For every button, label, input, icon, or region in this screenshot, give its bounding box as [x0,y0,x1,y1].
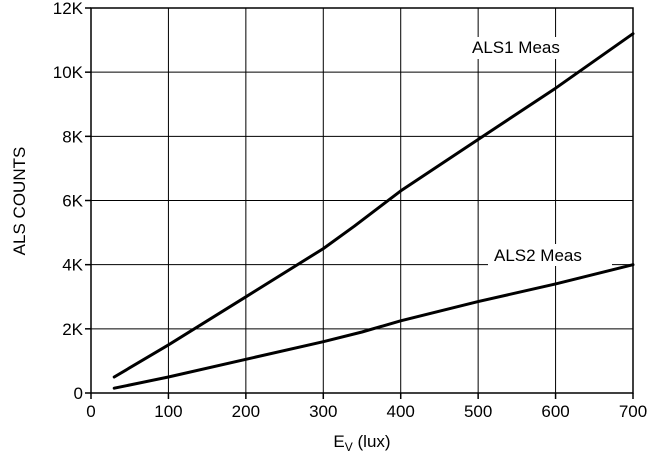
x-tick-label: 700 [619,402,647,421]
series-line-1 [112,32,635,379]
x-tick-label: 600 [541,402,569,421]
x-tick-label: 200 [232,402,260,421]
y-tick-label: 6K [62,192,83,211]
x-tick-label: 400 [387,402,415,421]
x-axis-title-main: E [333,432,344,451]
grid [85,7,634,399]
x-tick-label: 500 [464,402,492,421]
series-lines [112,32,635,390]
y-tick-label: 10K [53,63,84,82]
series-label-2: ALS2 Meas [494,246,582,265]
x-tick-label: 100 [154,402,182,421]
plot-frame [90,7,634,394]
y-tick-label: 8K [62,127,83,146]
y-tick-label: 2K [62,320,83,339]
x-tick-label: 0 [86,402,95,421]
y-tick-label: 4K [62,256,83,275]
x-axis-title: EV (lux) [333,432,390,454]
y-tick-label: 12K [53,0,84,18]
series-label-background [466,37,590,59]
x-tick-label: 300 [309,402,337,421]
series-line-2 [112,263,635,390]
x-axis-title-unit: (lux) [353,432,391,451]
series-labels: ALS1 Meas ALS2 Meas [466,37,612,266]
y-axis-title: ALS COUNTS [10,147,29,256]
y-tick-labels: 0 2K 4K 6K 8K 10K 12K [53,0,84,403]
y-tick-label: 0 [74,384,83,403]
x-axis-title-subscript: V [345,440,353,454]
series-label-1: ALS1 Meas [472,38,560,57]
series-label-background [488,244,612,266]
x-tick-labels: 0 100 200 300 400 500 600 700 [86,402,647,421]
